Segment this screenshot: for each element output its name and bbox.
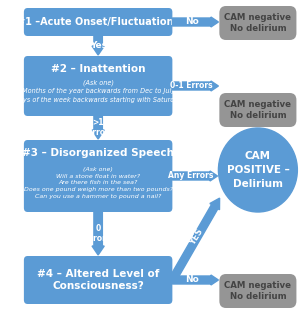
FancyArrow shape: [92, 212, 104, 255]
FancyArrow shape: [172, 81, 218, 91]
Text: CAM negative
No delirium: CAM negative No delirium: [225, 280, 291, 301]
FancyBboxPatch shape: [24, 256, 172, 304]
FancyBboxPatch shape: [219, 6, 296, 40]
Text: 0-1 Errors: 0-1 Errors: [170, 81, 213, 90]
Text: No: No: [185, 275, 198, 285]
FancyArrow shape: [172, 275, 218, 285]
Text: #2 – Inattention: #2 – Inattention: [51, 64, 145, 74]
FancyArrow shape: [169, 198, 220, 282]
Text: Yes: Yes: [90, 41, 107, 50]
Text: CAM negative
No delirium: CAM negative No delirium: [225, 100, 291, 120]
Text: #1 –Acute Onset/Fluctuations: #1 –Acute Onset/Fluctuations: [17, 17, 179, 27]
Text: CAM negative
No delirium: CAM negative No delirium: [225, 12, 291, 33]
Text: No: No: [185, 17, 198, 27]
FancyArrow shape: [172, 17, 218, 27]
Text: 0
errors: 0 errors: [85, 224, 111, 243]
FancyArrow shape: [92, 116, 104, 139]
FancyBboxPatch shape: [24, 8, 172, 36]
Text: CAM
POSITIVE –
Delirium: CAM POSITIVE – Delirium: [227, 151, 289, 189]
FancyArrow shape: [172, 171, 218, 181]
Text: Any Errors: Any Errors: [168, 172, 214, 181]
Text: >1
error: >1 error: [87, 118, 109, 137]
Text: #3 – Disorganized Speech: #3 – Disorganized Speech: [22, 148, 174, 158]
FancyArrow shape: [92, 36, 104, 55]
FancyBboxPatch shape: [219, 274, 296, 308]
FancyBboxPatch shape: [24, 56, 172, 116]
Text: YES: YES: [188, 227, 205, 247]
Text: (Ask one)
Will a stone float in water?
Are there fish in the sea?
Does one pound: (Ask one) Will a stone float in water? A…: [24, 167, 173, 199]
FancyBboxPatch shape: [24, 140, 172, 212]
Text: (Ask one)
Months of the year backwards from Dec to July
Days of the week backwar: (Ask one) Months of the year backwards f…: [14, 79, 182, 103]
Text: #4 – Altered Level of
Consciousness?: #4 – Altered Level of Consciousness?: [37, 269, 159, 291]
Circle shape: [218, 128, 297, 212]
FancyBboxPatch shape: [219, 93, 296, 127]
